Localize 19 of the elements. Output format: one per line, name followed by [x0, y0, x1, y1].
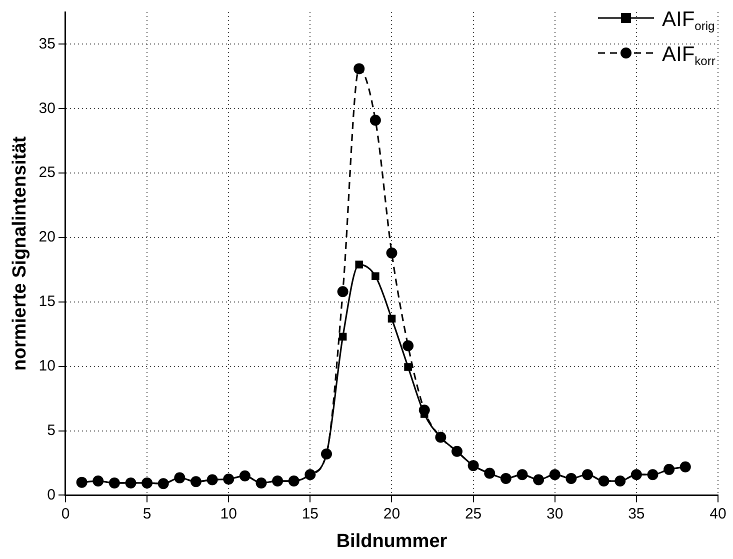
x-tick-label: 5	[142, 505, 152, 522]
y-tick-label: 35	[38, 35, 56, 52]
x-tick-label: 40	[710, 505, 726, 522]
x-tick-label: 0	[61, 505, 70, 522]
x-axis-title: Bildnummer	[336, 530, 448, 552]
y-tick-label: 0	[47, 486, 56, 504]
y-tick-label: 20	[38, 228, 56, 246]
x-tick-label: 25	[464, 505, 482, 522]
y-tick-label: 5	[47, 422, 56, 439]
x-tick-label: 15	[302, 505, 319, 522]
y-tick-label: 15	[38, 293, 56, 310]
x-tick-label: 35	[628, 505, 645, 522]
y-tick-label: 10	[38, 357, 56, 374]
y-tick-label: 30	[38, 100, 56, 117]
x-tick-label: 20	[383, 505, 400, 522]
x-tick-label: 30	[546, 505, 564, 522]
y-axis-title: normierte Signalintensität	[10, 136, 31, 371]
x-tick-label: 10	[220, 505, 237, 522]
y-tick-label: 25	[38, 164, 56, 182]
